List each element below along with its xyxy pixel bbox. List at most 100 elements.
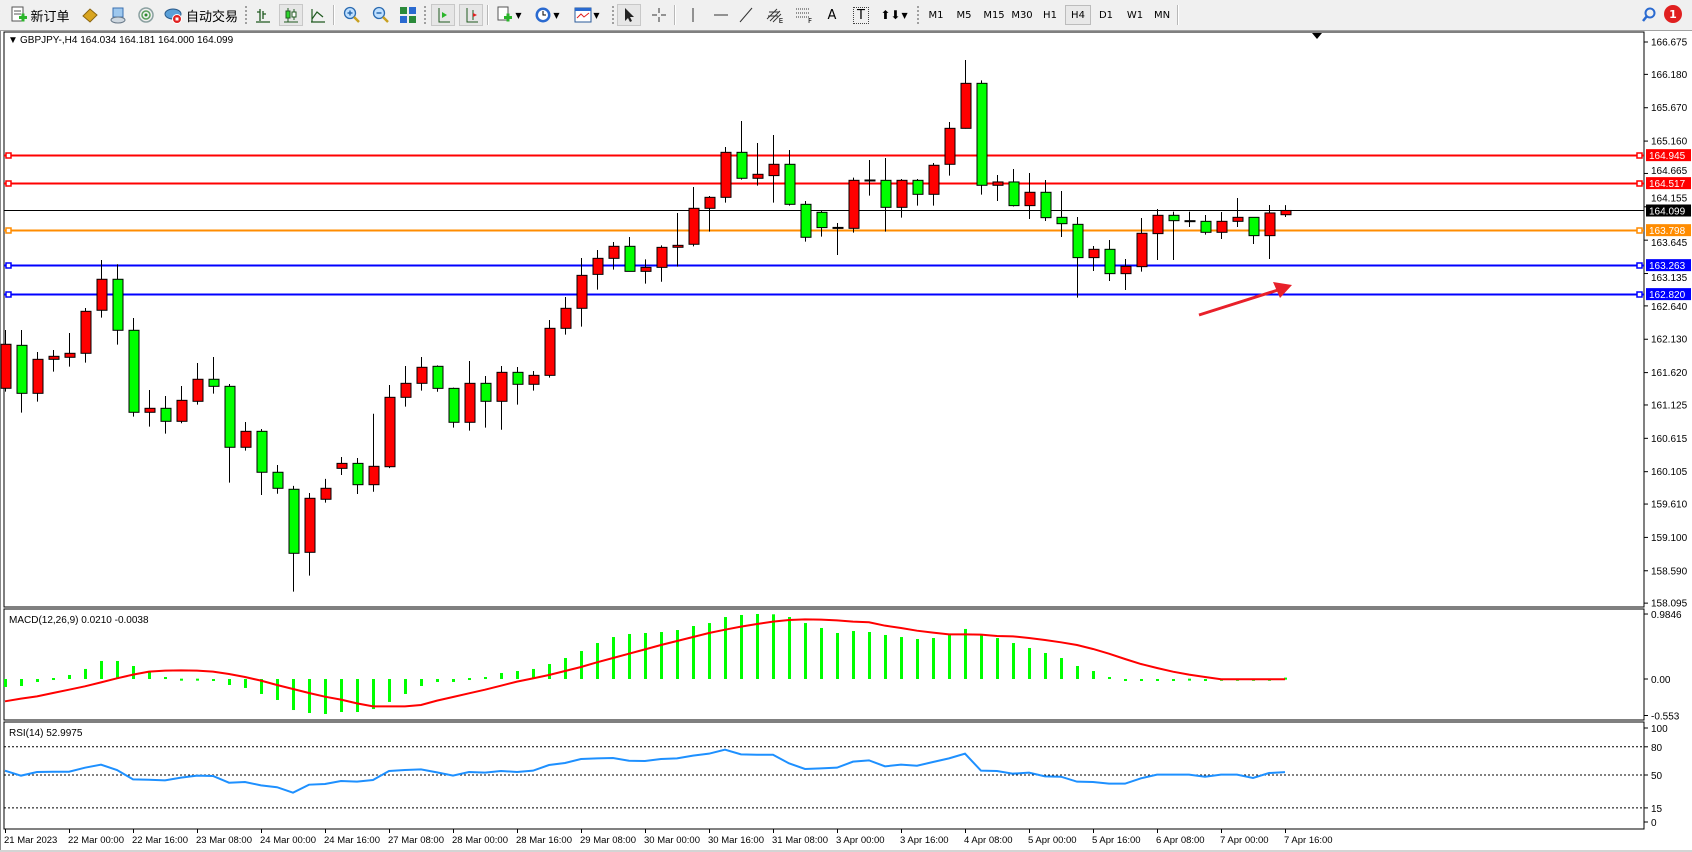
candle[interactable] — [800, 200, 812, 242]
candle[interactable] — [672, 212, 684, 267]
annotation-arrow-head[interactable] — [1273, 282, 1292, 298]
candle[interactable] — [592, 249, 604, 290]
text-label-button[interactable]: T — [849, 4, 873, 26]
timeframe-m30[interactable]: M30 — [1011, 9, 1033, 21]
candle[interactable] — [432, 365, 444, 392]
crosshair-button[interactable] — [647, 4, 671, 26]
chart-collapse-icon[interactable]: ▼ — [8, 35, 18, 46]
candle[interactable] — [32, 351, 44, 402]
vertical-line-button[interactable] — [681, 4, 705, 26]
candle[interactable] — [128, 317, 140, 417]
bar-chart-button[interactable] — [251, 4, 275, 26]
candle[interactable] — [240, 421, 252, 451]
data-window-button[interactable] — [106, 4, 130, 26]
candle[interactable] — [736, 121, 748, 180]
candle[interactable] — [1120, 258, 1132, 290]
candle[interactable] — [1232, 197, 1244, 228]
candle[interactable] — [832, 222, 844, 255]
line-chart-button[interactable] — [306, 4, 330, 26]
candle[interactable] — [272, 464, 284, 494]
candle[interactable] — [160, 395, 172, 434]
candle[interactable] — [912, 179, 924, 206]
candle[interactable] — [1136, 217, 1148, 272]
candle[interactable] — [944, 121, 956, 176]
candle[interactable] — [976, 80, 988, 195]
candle[interactable] — [144, 389, 156, 427]
candle[interactable] — [512, 366, 524, 405]
candle[interactable] — [0, 329, 12, 392]
candle[interactable] — [880, 157, 892, 232]
navigator-button[interactable] — [134, 4, 158, 26]
candle[interactable] — [256, 428, 268, 495]
zoom-out-button[interactable] — [369, 4, 393, 26]
candle[interactable] — [688, 186, 700, 247]
candle[interactable] — [208, 357, 220, 394]
candle[interactable] — [448, 387, 460, 428]
candle[interactable] — [704, 196, 716, 232]
candle[interactable] — [112, 264, 124, 345]
candle[interactable] — [576, 258, 588, 327]
rsi-pane[interactable]: RSI(14) 52.9975 100 80 50 15 0 — [3, 721, 1668, 830]
candle[interactable] — [720, 146, 732, 203]
toolbar-grip[interactable] — [424, 6, 428, 24]
candle[interactable] — [784, 149, 796, 206]
cursor-button[interactable] — [617, 4, 641, 26]
candle[interactable] — [624, 237, 636, 272]
timeframe-m5[interactable]: M5 — [956, 9, 972, 21]
candle[interactable] — [1008, 169, 1020, 207]
line-handle[interactable] — [5, 152, 12, 159]
candle[interactable] — [928, 162, 940, 206]
line-handle[interactable] — [1636, 291, 1643, 298]
candle[interactable] — [336, 457, 348, 476]
tile-windows-button[interactable] — [396, 4, 420, 26]
line-handle[interactable] — [1636, 180, 1643, 187]
line-handle[interactable] — [1636, 152, 1643, 159]
candle[interactable] — [496, 365, 508, 430]
candle[interactable] — [400, 365, 412, 407]
candle[interactable] — [752, 142, 764, 186]
candle[interactable] — [1248, 216, 1260, 244]
market-watch-button[interactable] — [78, 4, 102, 26]
candle[interactable] — [1152, 208, 1164, 260]
line-handle[interactable] — [1636, 262, 1643, 269]
candle[interactable] — [1104, 239, 1116, 281]
line-handle[interactable] — [5, 262, 12, 269]
candle[interactable] — [64, 332, 76, 367]
macd-pane[interactable]: MACD(12,26,9) 0.0210 -0.0038 0.9846 0.00 -0… — [3, 608, 1682, 722]
candle[interactable] — [1168, 211, 1180, 260]
candle[interactable] — [864, 159, 876, 196]
zoom-in-button[interactable] — [340, 4, 364, 26]
candle[interactable] — [224, 383, 236, 483]
candle[interactable] — [1088, 245, 1100, 271]
candle[interactable] — [1184, 211, 1196, 228]
candlestick-chart-button[interactable] — [279, 4, 303, 26]
price-pane[interactable]: 166.675 166.180 165.670 165.160 164.665 164.1… — [0, 31, 1692, 852]
candle[interactable] — [848, 177, 860, 233]
toolbar-grip[interactable] — [245, 6, 249, 24]
timeframe-mn[interactable]: MN — [1153, 9, 1171, 21]
candle[interactable] — [176, 385, 188, 424]
autotrading-button[interactable]: 自动交易 — [162, 4, 240, 26]
candle[interactable] — [608, 241, 620, 270]
templates-dropdown[interactable]: ▼ — [570, 4, 604, 26]
candle[interactable] — [1072, 217, 1084, 298]
candle[interactable] — [464, 361, 476, 431]
candle[interactable] — [1280, 205, 1292, 217]
candle[interactable] — [1264, 204, 1276, 259]
candle[interactable] — [1200, 214, 1212, 235]
candle[interactable] — [560, 296, 572, 335]
candle[interactable] — [656, 245, 668, 282]
auto-scroll-button[interactable] — [431, 4, 455, 26]
candle[interactable] — [1216, 211, 1228, 239]
line-handle[interactable] — [5, 180, 12, 187]
candle[interactable] — [544, 320, 556, 378]
arrows-dropdown[interactable]: ⬆⬇ ▼ — [877, 4, 911, 26]
timeframe-h4[interactable]: H4 — [1065, 5, 1091, 25]
candle[interactable] — [1056, 190, 1068, 237]
trendline-button[interactable] — [734, 4, 758, 26]
candle[interactable] — [960, 59, 972, 129]
candle[interactable] — [480, 375, 492, 428]
timeframe-d1[interactable]: D1 — [1098, 9, 1114, 21]
chart-shift-button[interactable] — [459, 4, 483, 26]
search-button[interactable] — [1637, 4, 1661, 26]
